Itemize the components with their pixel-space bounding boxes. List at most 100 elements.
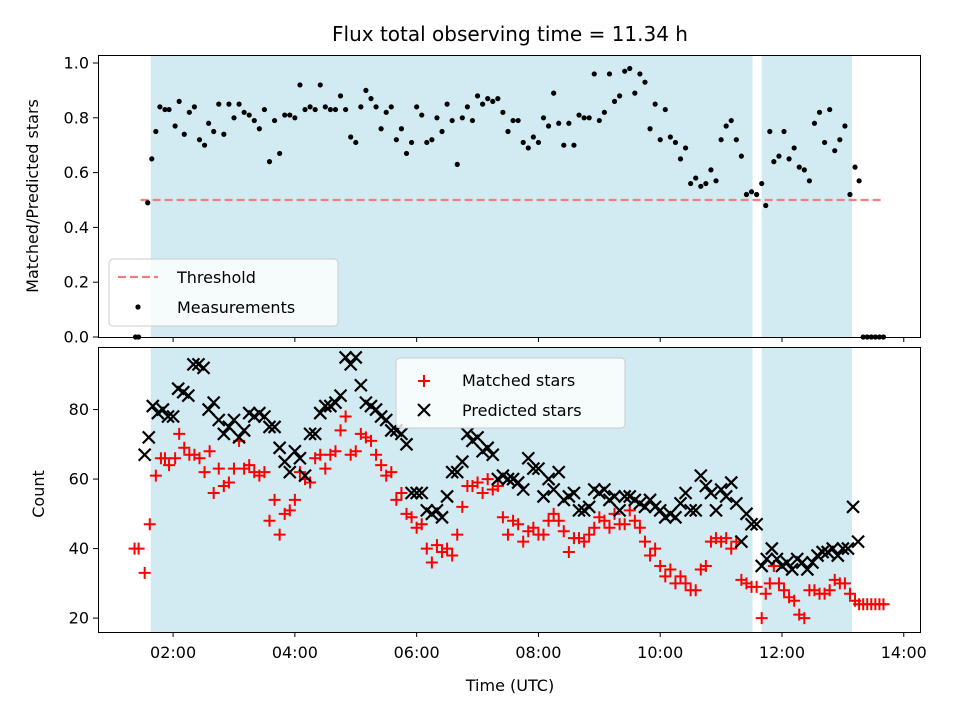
predicted-star-point	[815, 545, 830, 559]
measurement-point	[459, 115, 465, 121]
predicted-star-point	[805, 555, 820, 570]
predicted-star-point	[343, 357, 358, 372]
predicted-star-point	[354, 378, 368, 393]
measurement-point	[266, 159, 273, 165]
matched-star-point	[759, 587, 772, 600]
matched-star-point	[823, 584, 836, 597]
predicted-star-point	[328, 395, 343, 410]
top-ylabel: Matched/Predicted stars	[23, 99, 42, 293]
matched-star-point	[364, 434, 377, 447]
measurement-point	[525, 145, 531, 151]
matched-star-point	[203, 445, 216, 458]
measurement-point	[561, 142, 567, 148]
matched-star-point	[158, 452, 171, 465]
predicted-star-point	[511, 475, 525, 490]
measurement-point	[157, 104, 163, 110]
measurement-point	[847, 191, 853, 198]
measurement-point	[464, 104, 470, 110]
measurement-point	[606, 71, 613, 77]
predicted-star-point	[846, 500, 860, 514]
measurement-point	[754, 191, 760, 198]
bottom-y-tick-label: 60	[69, 470, 89, 489]
matched-star-point	[547, 507, 560, 520]
measurement-point	[398, 126, 405, 132]
legend-matched-swatch	[418, 375, 430, 387]
predicted-star-point	[851, 534, 865, 549]
bottom-x-tick-label: 10:00	[637, 643, 683, 662]
predicted-star-point	[430, 503, 444, 518]
predicted-star-point	[485, 447, 500, 462]
measurement-point	[728, 117, 734, 124]
measurement-point	[806, 178, 812, 184]
measurement-point	[591, 71, 597, 77]
measurement-point	[759, 180, 765, 187]
measurement-point	[166, 106, 172, 113]
matched-star-point	[258, 466, 271, 479]
predicted-star-point	[222, 420, 236, 434]
matched-star-point	[669, 577, 682, 590]
predicted-star-point	[541, 472, 556, 486]
matched-star-point	[390, 493, 403, 506]
matched-star-point	[207, 486, 220, 499]
predicted-star-point	[795, 555, 810, 570]
predicted-star-point	[607, 489, 622, 504]
bottom-x-tick-label: 14:00	[881, 643, 927, 662]
matched-star-point	[788, 594, 801, 607]
matched-star-point	[329, 445, 342, 458]
predicted-star-point	[719, 489, 733, 504]
matched-star-point	[334, 424, 347, 437]
matched-star-point	[212, 462, 225, 475]
matched-star-point	[471, 476, 484, 489]
measurement-point	[622, 68, 628, 74]
measurement-point	[221, 131, 227, 137]
top-y-tick-label: 0.4	[64, 218, 89, 237]
matched-star-point	[501, 528, 514, 541]
predicted-star-point	[303, 427, 317, 441]
matched-star-point	[385, 466, 398, 479]
matched-star-point	[537, 528, 550, 541]
matched-star-point	[542, 514, 555, 527]
predicted-star-point	[404, 486, 419, 500]
predicted-star-point	[201, 402, 216, 417]
measurement-point	[767, 128, 773, 135]
predicted-star-point	[141, 430, 156, 445]
predicted-star-point	[567, 486, 581, 500]
measurement-point	[211, 128, 217, 135]
measurement-point	[312, 106, 318, 113]
measurement-point	[474, 93, 481, 99]
matched-star-point	[132, 542, 145, 555]
matched-star-point	[441, 542, 454, 555]
matched-star-point	[644, 549, 657, 562]
predicted-star-point	[699, 479, 713, 493]
matched-star-point	[415, 518, 428, 531]
matched-star-point	[430, 539, 443, 552]
predicted-star-point	[470, 430, 485, 445]
predicted-star-point	[617, 489, 632, 504]
matched-star-point	[628, 514, 641, 527]
bottom-xlabel: Time (UTC)	[465, 676, 554, 695]
predicted-star-point	[739, 507, 754, 521]
observing-window-2	[761, 347, 853, 632]
predicted-star-point	[546, 482, 561, 497]
measurement-point	[763, 202, 769, 209]
measurement-point	[408, 139, 415, 146]
predicted-star-point	[369, 402, 383, 417]
matched-star-point	[263, 514, 276, 527]
measurement-point	[191, 104, 198, 110]
predicted-stars-points	[137, 350, 865, 577]
measurement-point	[500, 109, 506, 115]
predicted-star-point	[450, 465, 465, 479]
measurement-point	[781, 128, 787, 135]
predicted-star-point	[678, 486, 693, 500]
measurement-point	[647, 126, 653, 132]
matched-star-point	[169, 452, 182, 465]
predicted-star-point	[516, 482, 530, 497]
measurement-point	[611, 98, 618, 104]
matched-star-point	[163, 459, 176, 472]
matched-star-point	[603, 521, 616, 534]
predicted-star-point	[521, 451, 536, 465]
matched-star-point	[222, 476, 235, 489]
measurement-point	[149, 156, 155, 162]
measurement-point	[368, 96, 374, 102]
